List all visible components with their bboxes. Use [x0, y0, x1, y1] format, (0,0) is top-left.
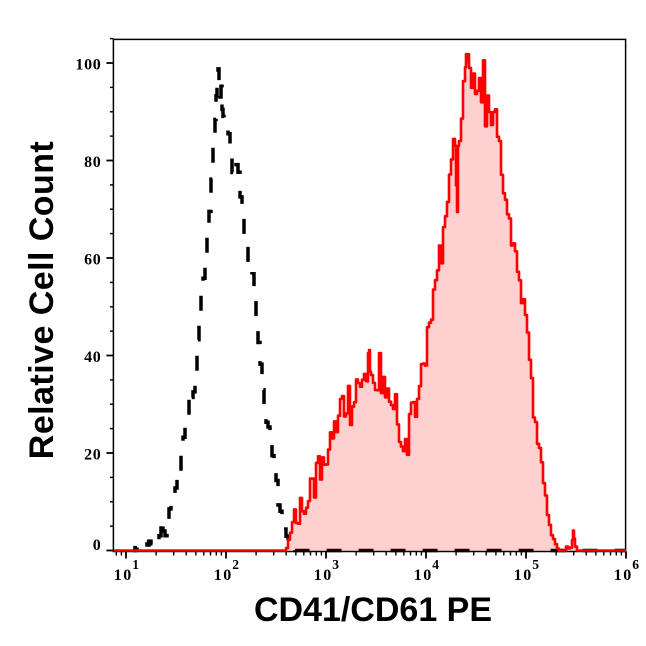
svg-text:2: 2 — [232, 557, 239, 572]
svg-text:1: 1 — [132, 557, 139, 572]
svg-text:10: 10 — [514, 567, 533, 584]
svg-text:CD41/CD61 PE: CD41/CD61 PE — [254, 591, 492, 629]
svg-text:100: 100 — [75, 57, 101, 74]
svg-text:Relative Cell Count: Relative Cell Count — [23, 141, 61, 459]
svg-text:10: 10 — [614, 567, 633, 584]
svg-text:0: 0 — [93, 537, 102, 554]
svg-text:80: 80 — [84, 154, 101, 171]
svg-text:40: 40 — [84, 349, 101, 366]
svg-text:10: 10 — [114, 567, 133, 584]
svg-text:10: 10 — [314, 567, 333, 584]
svg-text:3: 3 — [332, 557, 339, 572]
svg-text:6: 6 — [632, 557, 639, 572]
svg-text:60: 60 — [84, 252, 101, 269]
svg-text:20: 20 — [84, 447, 101, 464]
svg-text:10: 10 — [414, 567, 433, 584]
svg-text:10: 10 — [214, 567, 233, 584]
svg-text:5: 5 — [532, 557, 539, 572]
svg-text:4: 4 — [432, 557, 439, 572]
